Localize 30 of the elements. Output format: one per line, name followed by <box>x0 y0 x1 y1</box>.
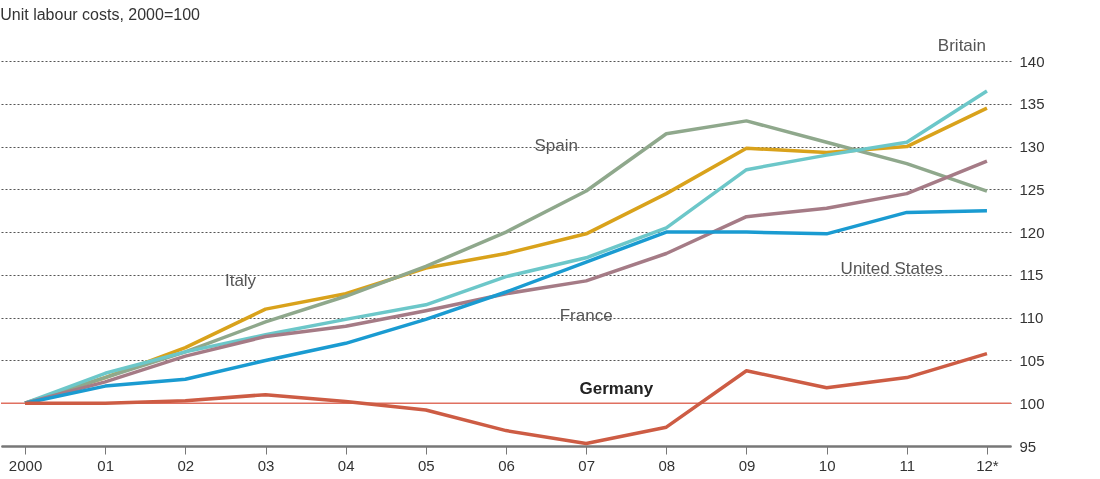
y-tick-label: 130 <box>1019 138 1045 156</box>
y-tick-label: 125 <box>1019 180 1045 198</box>
series-label: Germany <box>579 379 654 399</box>
x-tick-label: 10 <box>818 456 836 474</box>
text: Spain <box>534 136 578 156</box>
chart-title: Unit labour costs, 2000=100 <box>0 5 201 23</box>
x-tick-label: 01 <box>97 456 115 474</box>
series-label: France <box>559 305 613 325</box>
x-tick-label: 2000 <box>8 456 43 474</box>
y-tick-label: 140 <box>1019 52 1045 70</box>
x-tick-label: 08 <box>658 456 676 474</box>
text: Britain <box>937 35 987 55</box>
y-tick-label: 105 <box>1019 351 1045 369</box>
y-tick-label: 110 <box>1019 309 1044 327</box>
x-tick-label: 11 <box>899 456 916 474</box>
x-tick-label: 09 <box>738 456 756 474</box>
x-tick-label: 02 <box>177 456 195 474</box>
y-tick-label: 135 <box>1019 95 1045 113</box>
x-tick-label: 05 <box>418 456 435 474</box>
x-tick-label: 07 <box>578 456 595 474</box>
x-tick-label: 12* <box>976 456 999 474</box>
x-tick-label: 04 <box>337 456 355 474</box>
y-tick-label: 95 <box>1019 437 1037 455</box>
x-tick-label: 06 <box>498 456 515 474</box>
series-label: Italy <box>224 271 257 291</box>
y-tick-label: 120 <box>1019 223 1045 241</box>
y-tick-label: 115 <box>1019 266 1044 284</box>
x-tick-label: 03 <box>257 456 275 474</box>
y-tick-label: 100 <box>1019 394 1045 412</box>
series-label: United States <box>840 258 943 278</box>
